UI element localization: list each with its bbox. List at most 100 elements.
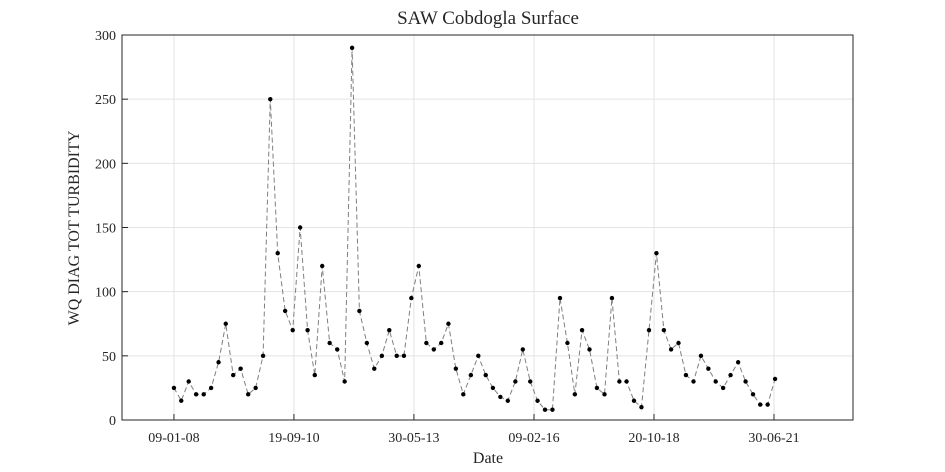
y-axis-label: WQ DIAG TOT TURBIDITY	[66, 130, 83, 325]
data-point	[646, 327, 652, 333]
data-point	[772, 376, 778, 382]
x-tick-label: 30-06-21	[748, 431, 799, 446]
data-point	[387, 327, 392, 333]
data-point	[528, 379, 533, 384]
data-point	[631, 398, 637, 403]
x-tick-label: 30-05-13	[388, 431, 439, 446]
data-point	[297, 225, 303, 230]
data-point	[231, 372, 236, 378]
y-tick-label: 150	[95, 222, 116, 237]
data-point	[490, 385, 496, 391]
plot-frame	[121, 34, 854, 421]
data-point	[728, 372, 733, 378]
data-point	[216, 360, 221, 365]
data-point	[535, 398, 540, 403]
data-point	[364, 340, 370, 346]
data-point	[282, 308, 288, 314]
data-point	[424, 340, 429, 346]
data-point	[520, 347, 526, 352]
data-point	[587, 347, 592, 352]
x-tick-label: 20-10-18	[628, 431, 679, 446]
data-point	[453, 366, 459, 371]
x-tick-label: 09-01-08	[148, 431, 199, 446]
data-point	[683, 372, 689, 378]
data-point	[186, 379, 191, 384]
data-point	[713, 379, 718, 384]
data-point	[401, 353, 407, 359]
data-point	[609, 295, 615, 301]
data-point	[706, 366, 711, 371]
data-point	[193, 392, 199, 397]
data-point	[602, 392, 607, 397]
data-point	[572, 392, 578, 397]
data-point	[238, 366, 243, 371]
data-point	[357, 308, 362, 314]
data-point	[349, 45, 355, 51]
data-point	[758, 402, 763, 407]
data-point	[691, 379, 696, 384]
data-point	[179, 398, 184, 403]
data-point	[483, 372, 488, 378]
data-point	[253, 385, 258, 391]
data-point	[624, 379, 629, 384]
data-point	[201, 392, 206, 397]
data-point	[668, 347, 674, 352]
data-point	[335, 347, 340, 352]
data-point	[542, 407, 548, 412]
data-point	[372, 366, 377, 371]
data-point	[320, 263, 325, 269]
data-point	[171, 385, 177, 391]
data-point	[260, 353, 266, 359]
data-point	[639, 404, 644, 410]
x-tick-label: 19-09-10	[268, 431, 319, 446]
data-point	[505, 398, 511, 403]
data-point	[439, 340, 444, 346]
data-point	[409, 295, 414, 301]
data-point	[476, 353, 481, 359]
data-point	[698, 353, 704, 359]
data-point	[431, 347, 436, 352]
series-line	[173, 47, 776, 411]
data-point	[312, 372, 317, 378]
data-point	[594, 385, 600, 391]
data-point	[246, 392, 251, 397]
data-point	[654, 250, 659, 256]
x-tick-label: 09-02-16	[508, 431, 559, 446]
data-point	[461, 392, 466, 397]
data-point	[565, 340, 570, 346]
data-point	[617, 379, 622, 384]
y-tick-label: 250	[95, 93, 116, 108]
data-point	[743, 379, 748, 384]
data-point	[327, 340, 332, 346]
data-point	[468, 372, 474, 378]
data-point	[750, 392, 756, 397]
data-point	[208, 385, 214, 391]
data-point	[557, 295, 563, 301]
data-point	[342, 379, 347, 384]
data-point	[498, 394, 503, 400]
data-point	[579, 327, 585, 333]
y-tick-label: 100	[95, 286, 116, 301]
y-tick-label: 200	[95, 157, 116, 172]
data-point	[379, 353, 385, 359]
data-point	[676, 340, 681, 346]
data-point	[513, 379, 518, 384]
data-point	[268, 96, 273, 102]
y-tick-label: 50	[102, 350, 116, 365]
y-tick-label: 0	[109, 414, 116, 429]
data-point	[765, 402, 770, 407]
data-point	[290, 327, 295, 333]
y-tick-label: 300	[95, 29, 116, 44]
data-point	[735, 360, 741, 365]
data-point	[720, 385, 726, 391]
data-point	[275, 250, 280, 256]
data-point	[305, 327, 310, 333]
chart-title: SAW Cobdogla Surface	[397, 8, 579, 29]
data-point	[661, 327, 667, 333]
data-point	[446, 321, 451, 326]
data-point	[550, 407, 555, 412]
data-point	[394, 353, 399, 359]
data-point	[416, 263, 421, 269]
